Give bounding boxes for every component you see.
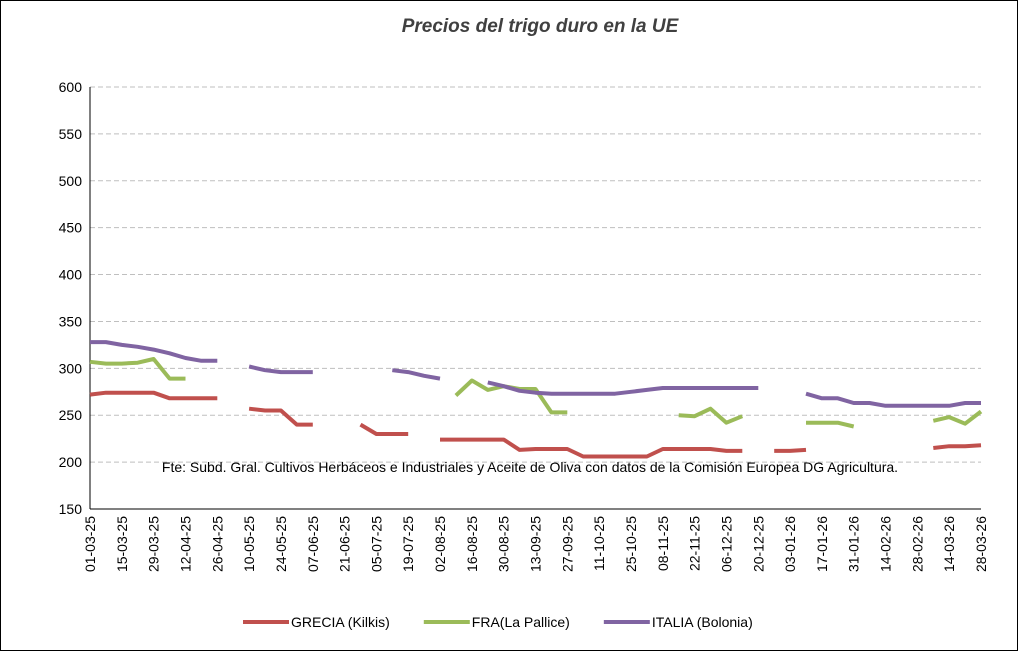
x-tick-label: 16-08-25 — [464, 516, 480, 572]
y-tick-label: 550 — [59, 126, 83, 142]
x-tick-label: 30-08-25 — [496, 516, 512, 572]
x-tick-label: 24-05-25 — [273, 516, 289, 572]
x-tick-label: 28-02-26 — [909, 516, 925, 572]
x-tick-label: 05-07-25 — [368, 516, 384, 572]
legend-label: GRECIA (Kilkis) — [291, 614, 390, 630]
legend-label: FRA(La Pallice) — [472, 614, 570, 630]
x-tick-label: 21-06-25 — [337, 516, 353, 572]
annotation: Fte: Subd. Gral. Cultivos Herbáceos e In… — [162, 459, 898, 475]
y-tick-label: 200 — [59, 454, 83, 470]
x-tick-label: 11-10-25 — [591, 516, 607, 571]
chart-title: Precios del trigo duro en la UE — [402, 16, 680, 37]
y-tick-label: 400 — [59, 267, 83, 283]
y-tick-label: 450 — [59, 220, 83, 236]
x-tick-label: 31-01-26 — [846, 516, 862, 572]
x-tick-label: 02-08-25 — [432, 516, 448, 572]
y-tick-label: 350 — [59, 313, 83, 329]
y-tick-label: 250 — [59, 407, 83, 423]
x-tick-label: 01-03-25 — [82, 516, 98, 572]
x-tick-label: 08-11-25 — [655, 516, 671, 571]
x-tick-label: 25-10-25 — [623, 516, 639, 572]
x-tick-label: 06-12-25 — [718, 516, 734, 572]
y-tick-label: 150 — [59, 501, 83, 517]
series-line — [90, 340, 981, 408]
y-tick-label: 600 — [59, 79, 83, 95]
x-tick-label: 29-03-25 — [146, 516, 162, 572]
x-tick-label: 12-04-25 — [177, 516, 193, 572]
x-tick-label: 14-02-26 — [878, 516, 894, 572]
x-tick-label: 13-09-25 — [528, 516, 544, 572]
x-tick-label: 17-01-26 — [814, 516, 830, 572]
x-tick-label: 27-09-25 — [559, 516, 575, 572]
x-tick-label: 26-04-25 — [209, 516, 225, 572]
x-tick-label: 10-05-25 — [241, 516, 257, 572]
y-tick-label: 300 — [59, 360, 83, 376]
x-tick-label: 07-06-25 — [305, 516, 321, 572]
x-tick-label: 28-03-26 — [973, 516, 989, 572]
x-tick-label: 20-12-25 — [750, 516, 766, 572]
series-line — [89, 390, 982, 459]
x-tick-label: 15-03-25 — [114, 516, 130, 572]
y-tick-label: 500 — [59, 173, 83, 189]
x-tick-label: 03-01-26 — [782, 516, 798, 572]
x-tick-label: 22-11-25 — [687, 516, 703, 571]
legend-label: ITALIA (Bolonia) — [652, 614, 753, 630]
x-tick-label: 14-03-26 — [941, 516, 957, 572]
x-tick-label: 19-07-25 — [400, 516, 416, 572]
